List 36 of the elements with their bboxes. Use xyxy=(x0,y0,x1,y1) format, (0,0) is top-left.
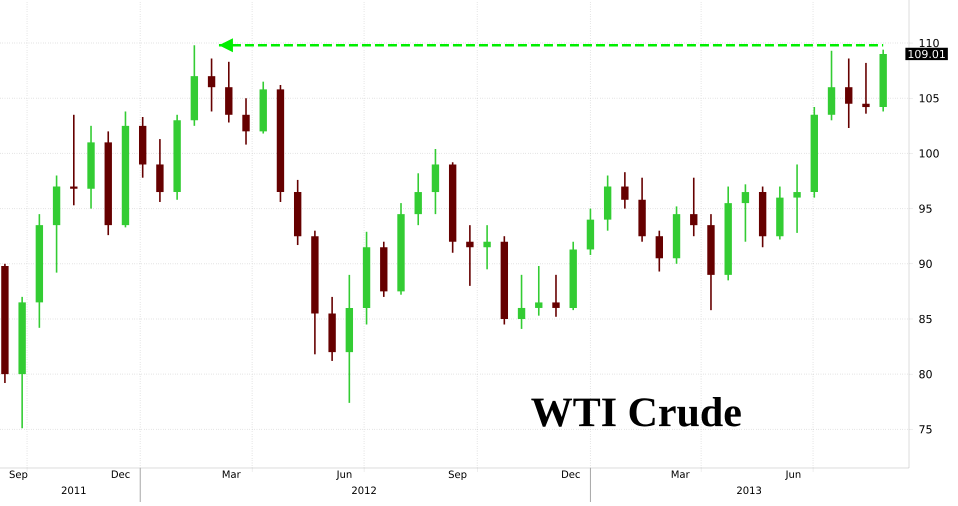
y-tick-label: 95 xyxy=(919,204,932,213)
candlestick xyxy=(552,274,560,318)
x-tick-label: Jun xyxy=(785,470,800,480)
candlestick xyxy=(656,230,663,272)
x2-tick-label: 2011 xyxy=(62,486,86,494)
candlestick xyxy=(208,58,216,112)
x-tick-label: Sep xyxy=(10,470,28,480)
candlestick xyxy=(793,164,801,234)
x-tick-label: Jun xyxy=(336,470,352,480)
y-tick-label: 90 xyxy=(919,260,932,268)
x-tick-label: Mar xyxy=(222,470,241,478)
candlestick xyxy=(483,224,491,270)
x2-tick-label: 2012 xyxy=(352,486,376,494)
candlestick xyxy=(70,114,78,206)
candlestick xyxy=(742,184,750,243)
annotation: 109.01 xyxy=(908,50,945,58)
candlestick xyxy=(414,172,422,226)
x2-tick-label: 2013 xyxy=(737,486,762,494)
y-tick-label: 80 xyxy=(919,370,932,378)
candlestick xyxy=(535,265,542,316)
x-tick-label: Dec xyxy=(562,470,580,478)
candlestick xyxy=(690,176,698,238)
candlestick xyxy=(466,224,474,287)
x-tick-label: Dec xyxy=(112,470,130,478)
candlestick xyxy=(845,58,852,129)
x-tick-label: Mar xyxy=(672,470,690,478)
candlestick xyxy=(518,274,526,330)
candlestick xyxy=(242,97,250,146)
text: WTI Crude xyxy=(531,396,741,427)
y-tick-label: 110 xyxy=(920,38,939,48)
y-tick-label: 75 xyxy=(919,425,932,434)
y-tick-label: 100 xyxy=(920,149,939,158)
y-tick-label: 85 xyxy=(919,314,932,324)
candlestick xyxy=(621,171,629,210)
y-tick-label: 105 xyxy=(920,94,939,102)
x-tick-label: Sep xyxy=(448,470,466,480)
